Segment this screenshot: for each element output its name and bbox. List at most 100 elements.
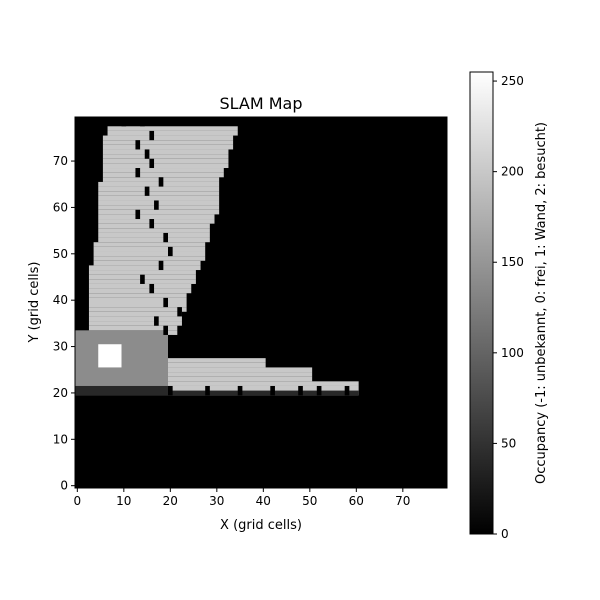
x-tick-label: 10 bbox=[116, 494, 131, 508]
corridor-cells bbox=[93, 260, 201, 266]
corridor-cells bbox=[102, 154, 229, 159]
colorbar bbox=[469, 71, 494, 535]
east-corridor-cells bbox=[168, 385, 359, 391]
corridor-cells bbox=[98, 186, 220, 192]
chart-title: SLAM Map bbox=[219, 94, 302, 113]
corridor-cells bbox=[88, 307, 187, 312]
corridor-cells bbox=[88, 297, 187, 303]
corridor-cells bbox=[88, 316, 182, 322]
east-corridor-cells bbox=[168, 362, 266, 368]
x-axis-ticks: 0 10 20 30 40 50 60 70 bbox=[74, 488, 410, 508]
corridor-cells bbox=[88, 265, 201, 271]
corridor-cells bbox=[102, 172, 224, 178]
wall-cell bbox=[344, 385, 350, 396]
colorbar-tick-label: 150 bbox=[501, 255, 524, 269]
wall-cell bbox=[168, 246, 173, 257]
wall-cell bbox=[270, 385, 275, 396]
colorbar-tick-label: 100 bbox=[501, 346, 524, 360]
east-corridor-cells bbox=[168, 367, 313, 373]
colorbar-label: Occupancy (-1: unbekannt, 0: frei, 1: Wa… bbox=[534, 122, 549, 484]
corridor-cells bbox=[93, 251, 206, 257]
wall-cell bbox=[140, 117, 145, 127]
y-axis-label: Y (grid cells) bbox=[27, 262, 42, 344]
x-tick-label: 70 bbox=[395, 494, 410, 508]
corridor-cells bbox=[107, 126, 238, 131]
x-tick-label: 50 bbox=[302, 494, 317, 508]
corridor-cells bbox=[88, 325, 178, 331]
east-corridor-edge bbox=[168, 390, 359, 396]
east-corridor-cells bbox=[168, 381, 359, 386]
wall-cell bbox=[163, 297, 168, 308]
corridor-cells bbox=[98, 232, 210, 238]
wall-cell bbox=[149, 130, 155, 141]
corridor-cells bbox=[102, 163, 229, 169]
wall-cell bbox=[298, 385, 303, 396]
wall-cell bbox=[149, 158, 155, 169]
corridor-cells bbox=[88, 270, 196, 275]
y-axis-ticks: 0 10 20 30 40 50 60 70 bbox=[53, 154, 75, 493]
y-tick-label: 60 bbox=[53, 200, 68, 214]
plot-frame bbox=[74, 116, 448, 489]
corridor-cells bbox=[102, 135, 234, 141]
corridor-cells bbox=[98, 195, 220, 201]
corridor-cells bbox=[98, 219, 215, 224]
wall-cell bbox=[121, 117, 127, 127]
colorbar-tick-label: 50 bbox=[501, 436, 516, 450]
wall-cell bbox=[144, 186, 150, 196]
wall-cell bbox=[149, 219, 155, 229]
corridor-cells bbox=[102, 158, 229, 164]
corridor-cells bbox=[93, 256, 206, 261]
corridor-cells bbox=[88, 321, 182, 326]
corridor-cells bbox=[88, 302, 187, 308]
wall-cell bbox=[163, 232, 168, 243]
occupancy-grid-image bbox=[75, 117, 447, 488]
corridor-cells bbox=[98, 223, 210, 229]
x-axis-label: X (grid cells) bbox=[220, 518, 302, 533]
corridor-cells bbox=[93, 246, 206, 252]
colorbar-tick-label: 0 bbox=[501, 527, 509, 541]
corridor-cells bbox=[98, 191, 220, 196]
room-shadow-cells bbox=[75, 385, 168, 396]
wall-cell bbox=[316, 385, 322, 396]
y-tick-label: 0 bbox=[60, 479, 68, 493]
corridor-cells bbox=[98, 209, 220, 215]
wall-cell bbox=[149, 283, 155, 294]
wall-cell bbox=[154, 316, 159, 326]
corridor-cells bbox=[102, 144, 234, 150]
wall-cell bbox=[135, 168, 141, 178]
corridor-cells bbox=[88, 293, 187, 298]
y-tick-label: 20 bbox=[53, 386, 68, 400]
corridor-cells bbox=[102, 149, 229, 155]
x-tick-label: 40 bbox=[256, 494, 271, 508]
wall-cell bbox=[177, 307, 182, 317]
wall-cell bbox=[158, 260, 164, 271]
colorbar-ticks: 0 50 100 150 200 250 bbox=[493, 74, 524, 541]
wall-cell bbox=[163, 325, 168, 335]
wall-cell bbox=[205, 385, 210, 396]
corridor-cells bbox=[107, 130, 238, 136]
y-tick-label: 40 bbox=[53, 293, 68, 307]
corridor-cells bbox=[102, 140, 234, 145]
wall-cell bbox=[140, 274, 145, 284]
wall-cell bbox=[135, 140, 141, 150]
corridor-cells bbox=[102, 168, 224, 173]
y-tick-label: 50 bbox=[53, 247, 68, 261]
x-tick-label: 0 bbox=[74, 494, 82, 508]
east-corridor-cells bbox=[168, 376, 313, 382]
y-tick-label: 70 bbox=[53, 154, 68, 168]
wall-cell bbox=[237, 385, 243, 396]
wall-cell bbox=[135, 209, 141, 220]
corridor-cells bbox=[98, 237, 210, 243]
wall-cell bbox=[168, 385, 173, 396]
wall-cell bbox=[168, 334, 173, 345]
x-tick-label: 20 bbox=[163, 494, 178, 508]
corridor-cells bbox=[88, 311, 182, 317]
wall-cell bbox=[144, 149, 150, 159]
x-tick-label: 60 bbox=[349, 494, 364, 508]
corridor-cells bbox=[93, 242, 206, 247]
robot-marker bbox=[98, 344, 122, 368]
east-corridor-cells bbox=[168, 372, 313, 377]
x-tick-label: 30 bbox=[209, 494, 224, 508]
wall-cell bbox=[154, 200, 159, 210]
